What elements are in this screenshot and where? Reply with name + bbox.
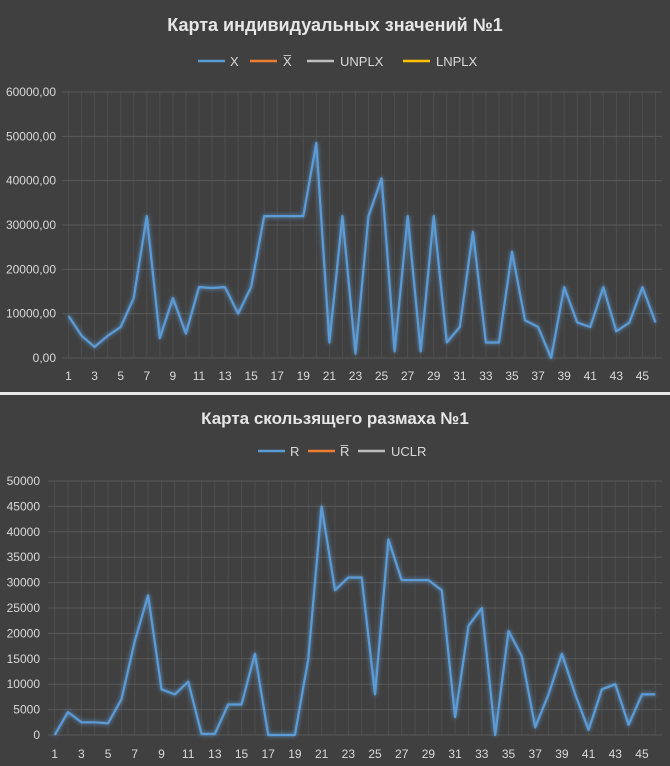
chart-legend: X X̅ UNPLX LNPLX — [198, 54, 478, 69]
y-tick-label: 40000 — [7, 525, 41, 539]
x-tick-label: 29 — [422, 747, 436, 761]
x-tick-label: 37 — [529, 747, 543, 761]
legend-label-mean: X̅ — [283, 54, 292, 69]
x-tick-label: 41 — [582, 747, 596, 761]
x-tick-label: 3 — [91, 369, 98, 383]
x-tick-label: 21 — [315, 747, 329, 761]
x-tick-label: 45 — [635, 747, 649, 761]
y-tick-label: 20000 — [7, 626, 41, 640]
panel-divider — [0, 392, 670, 395]
y-tick-label: 10000 — [7, 677, 41, 691]
x-tick-label: 27 — [401, 369, 415, 383]
moving-range-chart: Карта скользящего размаха №1 R R̅ UCLR 0… — [0, 395, 670, 766]
y-tick-label: 40000,00 — [6, 174, 56, 188]
x-tick-label: 33 — [479, 369, 493, 383]
x-tick-label: 19 — [297, 369, 311, 383]
x-tick-label: 17 — [271, 369, 285, 383]
plot-area: 0,00 10000,00 20000,00 30000,00 40000,00 5000… — [6, 85, 662, 383]
x-tick-label: 9 — [170, 369, 177, 383]
chart-title: Карта скользящего размаха №1 — [201, 409, 469, 428]
legend-label-rbar: R̅ — [340, 444, 349, 459]
x-tick-label: 13 — [218, 369, 232, 383]
legend-label-x: X — [230, 54, 239, 69]
x-tick-label: 15 — [235, 747, 249, 761]
y-tick-label: 25000 — [7, 601, 41, 615]
y-tick-label: 10000,00 — [6, 307, 56, 321]
y-tick-label: 30000 — [7, 576, 41, 590]
x-tick-label: 1 — [51, 747, 58, 761]
chart-title: Карта индивидуальных значений №1 — [167, 15, 502, 35]
x-tick-label: 23 — [349, 369, 363, 383]
y-tick-label: 30000,00 — [6, 218, 56, 232]
x-tick-label: 7 — [131, 747, 138, 761]
x-tick-label: 25 — [375, 369, 389, 383]
x-tick-label: 31 — [448, 747, 462, 761]
x-tick-label: 35 — [505, 369, 519, 383]
chart-legend: R R̅ UCLR — [258, 444, 426, 459]
x-tick-label: 29 — [427, 369, 441, 383]
x-tick-label: 33 — [475, 747, 489, 761]
y-tick-label: 0,00 — [33, 351, 57, 365]
x-tick-label: 23 — [342, 747, 356, 761]
x-tick-label: 7 — [143, 369, 150, 383]
y-tick-label: 35000 — [7, 550, 41, 564]
y-tick-label: 50000,00 — [6, 129, 56, 143]
x-tick-label: 15 — [244, 369, 258, 383]
x-tick-label: 17 — [262, 747, 276, 761]
x-tick-label: 43 — [610, 369, 624, 383]
legend-label-r: R — [290, 444, 299, 459]
x-tick-label: 27 — [395, 747, 409, 761]
x-tick-label: 5 — [105, 747, 112, 761]
moving-range-chart-svg: Карта скользящего размаха №1 R R̅ UCLR 0… — [7, 409, 662, 761]
x-tick-label: 25 — [368, 747, 382, 761]
x-tick-label: 37 — [531, 369, 545, 383]
y-tick-label: 5000 — [13, 703, 40, 717]
x-tick-label: 43 — [609, 747, 623, 761]
x-tick-label: 35 — [502, 747, 516, 761]
y-tick-label: 60000,00 — [6, 85, 56, 99]
individual-values-chart-svg: Карта индивидуальных значений №1 X X̅ UN… — [6, 15, 662, 383]
individual-values-chart: Карта индивидуальных значений №1 X X̅ UN… — [5, 15, 662, 383]
plot-area: 0 5000 10000 15000 20000 25000 30000 35000 40000… — [7, 474, 662, 761]
x-tick-label: 11 — [193, 369, 206, 383]
x-tick-label: 3 — [78, 747, 85, 761]
legend-label-unplx: UNPLX — [340, 54, 384, 69]
x-tick-label: 39 — [555, 747, 569, 761]
y-tick-label: 50000 — [7, 474, 41, 488]
x-tick-label: 11 — [182, 747, 195, 761]
y-tick-label: 45000 — [7, 499, 41, 513]
x-tick-label: 13 — [208, 747, 222, 761]
x-tick-label: 39 — [557, 369, 571, 383]
x-tick-label: 9 — [158, 747, 165, 761]
x-tick-label: 45 — [636, 369, 650, 383]
x-tick-label: 31 — [453, 369, 467, 383]
x-tick-label: 21 — [323, 369, 337, 383]
x-tick-label: 1 — [65, 369, 72, 383]
legend-label-uclr: UCLR — [391, 444, 426, 459]
x-tick-label: 5 — [117, 369, 124, 383]
y-tick-label: 20000,00 — [6, 262, 56, 276]
series-line-r — [53, 505, 656, 737]
y-tick-label: 0 — [33, 728, 40, 742]
legend-label-lnplx: LNPLX — [436, 54, 478, 69]
series-line-x — [67, 141, 657, 360]
x-tick-label: 19 — [288, 747, 302, 761]
x-tick-label: 41 — [584, 369, 598, 383]
y-tick-label: 15000 — [7, 652, 41, 666]
